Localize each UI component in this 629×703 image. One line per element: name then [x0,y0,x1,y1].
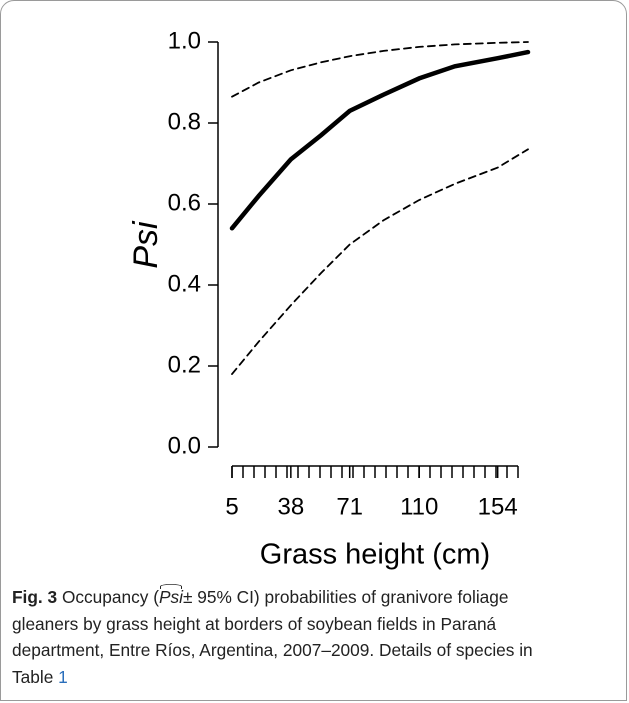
caption-text: department, Entre Ríos, Argentina, 2007–… [12,640,533,660]
caption-text: Occupancy ( [57,587,159,607]
ci-line [231,41,529,98]
x-tick-label: 5 [225,493,238,520]
caption-text: Table [12,666,59,687]
ci-line [231,148,529,375]
caption-text: gleaners by grass height at borders of s… [12,613,497,634]
y-tick-label: 0.0 [168,432,201,459]
estimate-line [229,49,531,231]
y-tick-label: 0.2 [168,351,201,378]
caption: Fig. 3 Occupancy (Psi± 95% CI) probabili… [12,584,533,690]
caption-text: ± 95% CI) probabilities of granivore fol… [182,587,509,607]
y-tick-label: 0.8 [168,108,201,135]
x-tick-label: 154 [478,493,518,520]
x-tick-label: 38 [277,493,304,520]
y-tick-label: 1.0 [168,27,201,54]
y-tick-label: 0.4 [168,270,201,297]
y-tick-label: 0.6 [168,189,201,216]
x-tick-label: 71 [336,493,363,520]
y-axis-label: Psi [127,220,165,269]
x-tick-label: 110 [400,493,438,520]
caption-psi: Psi [159,584,183,611]
x-axis-label: Grass height (cm) [260,539,490,571]
chart: Psi Grass height (cm) 0.0 0.2 0.4 0.6 0.8 1.0… [127,27,531,571]
table-link[interactable]: 1 [58,666,68,687]
caption-label: Fig. 3 [12,587,58,607]
